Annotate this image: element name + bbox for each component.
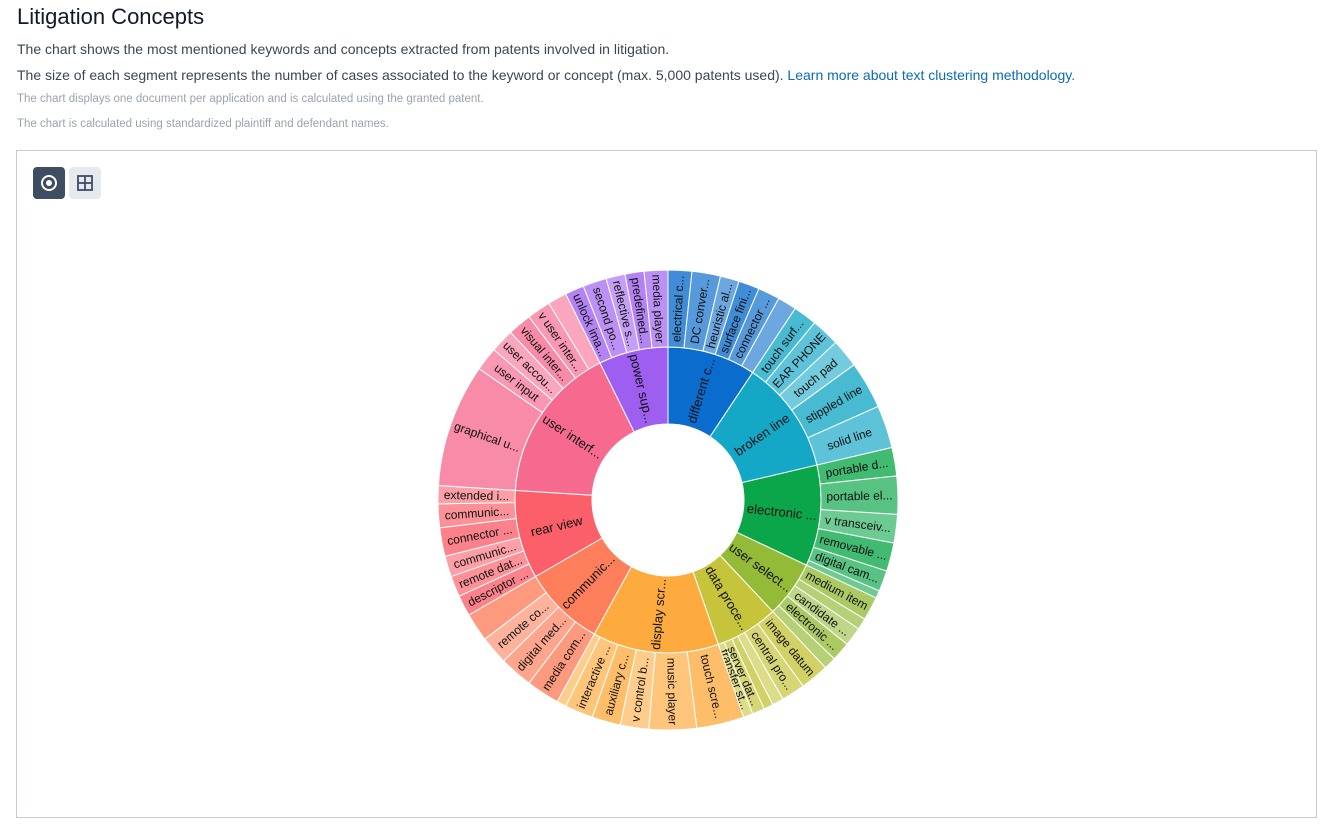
concept-label: extended i... bbox=[444, 488, 510, 504]
sunburst-chart[interactable]: different c...electrical c...DC conver..… bbox=[17, 151, 1316, 817]
granted-patent-note: The chart displays one document per appl… bbox=[17, 93, 484, 105]
concept-label: music player bbox=[664, 658, 679, 726]
methodology-link[interactable]: Learn more about text clustering methodo… bbox=[787, 67, 1075, 83]
chart-panel: different c...electrical c...DC conver..… bbox=[16, 150, 1317, 818]
standardized-names-note: The chart is calculated using standardiz… bbox=[17, 118, 389, 130]
page-title: Litigation Concepts bbox=[17, 4, 204, 30]
chart-description: The chart shows the most mentioned keywo… bbox=[17, 41, 669, 57]
chart-size-description: The size of each segment represents the … bbox=[17, 67, 1075, 83]
concept-label: portable el... bbox=[826, 488, 892, 503]
size-description-text: The size of each segment represents the … bbox=[17, 67, 784, 83]
